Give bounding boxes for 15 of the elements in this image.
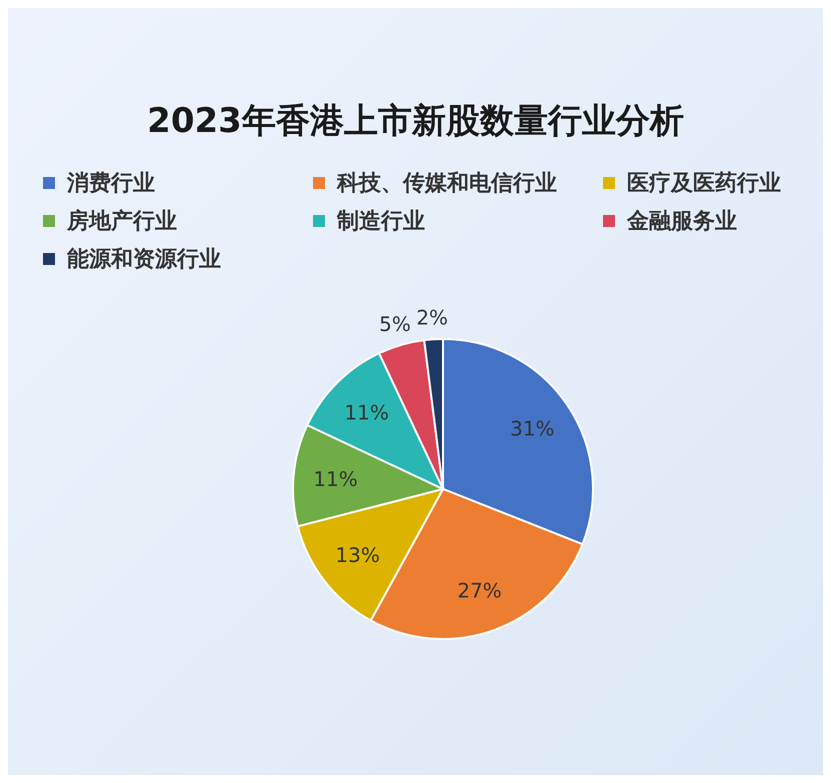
legend-label: 消费行业 bbox=[67, 170, 155, 198]
chart-title: 2023年香港上市新股数量行业分析 bbox=[146, 100, 685, 143]
data-label: 27% bbox=[457, 578, 502, 603]
legend-label: 医疗及医药行业 bbox=[627, 170, 781, 198]
data-label: 11% bbox=[313, 466, 358, 491]
data-label: 31% bbox=[510, 416, 555, 440]
legend-label: 科技、传媒和电信行业 bbox=[337, 170, 557, 198]
legend-label: 能源和资源行业 bbox=[67, 246, 221, 274]
legend-label: 金融服务业 bbox=[627, 208, 737, 236]
data-label: 13% bbox=[335, 543, 380, 568]
data-label: 11% bbox=[344, 400, 389, 425]
legend-label: 制造行业 bbox=[337, 208, 425, 236]
legend-label: 房地产行业 bbox=[67, 208, 177, 236]
data-label: 2% bbox=[416, 305, 448, 330]
data-label: 5% bbox=[379, 312, 411, 336]
